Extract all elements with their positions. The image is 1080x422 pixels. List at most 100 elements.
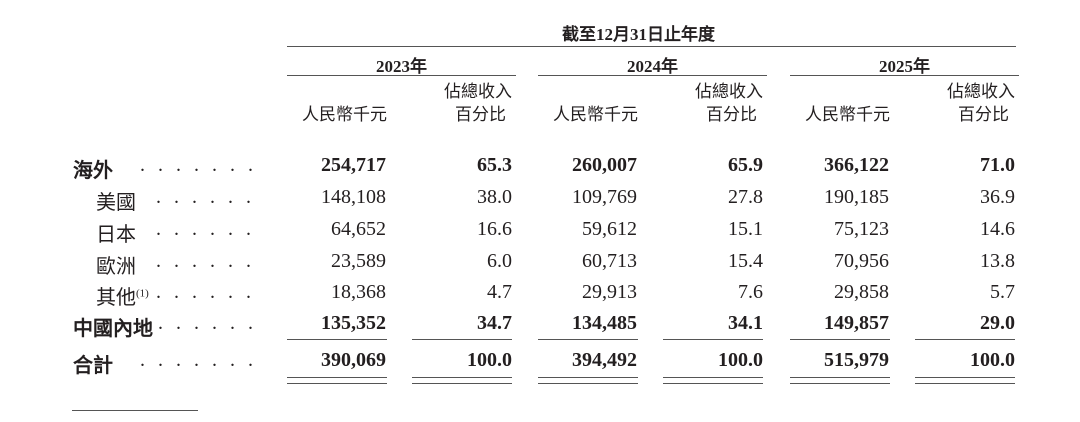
row-label: 日本 — [96, 218, 136, 247]
pct-cell: 7.6 — [738, 281, 763, 303]
row-label-text: 中國內地 — [73, 318, 153, 340]
pct-cell: 71.0 — [980, 154, 1015, 176]
pct-cell: 5.7 — [990, 281, 1015, 303]
pct-col-header-2: 百分比 — [706, 105, 757, 124]
pct-cell: 34.1 — [728, 312, 763, 334]
total-double-rule-top — [663, 377, 763, 378]
amount-cell: 60,713 — [582, 250, 637, 272]
total-double-rule-top — [412, 377, 512, 378]
amount-cell: 515,979 — [824, 349, 889, 371]
amount-cell: 390,069 — [321, 349, 386, 371]
total-double-rule-bottom — [287, 383, 387, 384]
amount-cell: 148,108 — [321, 186, 386, 208]
amount-cell: 394,492 — [572, 349, 637, 371]
pct-cell: 6.0 — [487, 250, 512, 272]
pct-cell: 14.6 — [980, 218, 1015, 240]
footnote-rule — [72, 410, 198, 411]
leader-dots: . . . . . . . . . . . . — [156, 186, 252, 208]
amount-col-header: 人民幣千元 — [302, 105, 387, 124]
row-label: 合計 — [73, 349, 113, 378]
subtotal-rule — [287, 339, 387, 340]
leader-dots: . . . . . . . . . . . . — [140, 349, 252, 371]
pct-cell: 34.7 — [477, 312, 512, 334]
row-label-text: 海外 — [73, 160, 113, 182]
pct-cell: 65.3 — [477, 154, 512, 176]
amount-cell: 70,956 — [834, 250, 889, 272]
pct-cell: 13.8 — [980, 250, 1015, 272]
total-double-rule-bottom — [663, 383, 763, 384]
amount-col-header: 人民幣千元 — [553, 105, 638, 124]
pct-cell: 15.4 — [728, 250, 763, 272]
amount-cell: 149,857 — [824, 312, 889, 334]
amount-cell: 109,769 — [572, 186, 637, 208]
leader-dots: . . . . . . . . . . . . — [140, 154, 252, 176]
amount-cell: 75,123 — [834, 218, 889, 240]
pct-cell: 65.9 — [728, 154, 763, 176]
period-header: 截至12月31日止年度 — [562, 25, 715, 44]
pct-col-header-1: 佔總收入 — [695, 82, 763, 101]
amount-cell: 134,485 — [572, 312, 637, 334]
year-rule — [287, 75, 516, 76]
total-double-rule-top — [538, 377, 638, 378]
total-double-rule-top — [287, 377, 387, 378]
row-label-text: 美國 — [96, 192, 136, 214]
pct-cell: 100.0 — [718, 349, 763, 371]
row-label: 歐洲 — [96, 250, 136, 279]
total-double-rule-top — [915, 377, 1015, 378]
total-double-rule-bottom — [915, 383, 1015, 384]
total-double-rule-bottom — [790, 383, 890, 384]
year-header: 2024年 — [627, 57, 678, 76]
row-label-text: 其他 — [96, 287, 136, 309]
amount-cell: 260,007 — [572, 154, 637, 176]
pct-cell: 36.9 — [980, 186, 1015, 208]
leader-dots: . . . . . . . . . . . . — [156, 218, 252, 240]
amount-cell: 254,717 — [321, 154, 386, 176]
pct-cell: 15.1 — [728, 218, 763, 240]
subtotal-rule — [412, 339, 512, 340]
subtotal-rule — [790, 339, 890, 340]
leader-dots: . . . . . . . . . . . . — [140, 312, 252, 334]
row-label-text: 日本 — [96, 224, 136, 246]
pct-cell: 4.7 — [487, 281, 512, 303]
amount-cell: 23,589 — [331, 250, 386, 272]
amount-cell: 366,122 — [824, 154, 889, 176]
pct-cell: 27.8 — [728, 186, 763, 208]
pct-col-header-2: 百分比 — [455, 105, 506, 124]
year-rule — [538, 75, 767, 76]
pct-cell: 100.0 — [467, 349, 512, 371]
year-header: 2025年 — [879, 57, 930, 76]
row-label: 海外 — [73, 154, 113, 183]
amount-cell: 29,913 — [582, 281, 637, 303]
period-rule — [287, 46, 1016, 47]
row-label-text: 歐洲 — [96, 256, 136, 278]
total-double-rule-bottom — [412, 383, 512, 384]
pct-col-header-1: 佔總收入 — [444, 82, 512, 101]
row-label: 美國 — [96, 186, 136, 215]
amount-col-header: 人民幣千元 — [805, 105, 890, 124]
subtotal-rule — [663, 339, 763, 340]
year-header: 2023年 — [376, 57, 427, 76]
pct-col-header-1: 佔總收入 — [947, 82, 1015, 101]
pct-cell: 100.0 — [970, 349, 1015, 371]
leader-dots: . . . . . . . . . . . . — [156, 281, 252, 303]
amount-cell: 190,185 — [824, 186, 889, 208]
pct-cell: 38.0 — [477, 186, 512, 208]
row-label: 其他(1) — [96, 281, 149, 310]
pct-cell: 29.0 — [980, 312, 1015, 334]
amount-cell: 135,352 — [321, 312, 386, 334]
amount-cell: 64,652 — [331, 218, 386, 240]
footnote-ref: (1) — [136, 287, 149, 300]
pct-col-header-2: 百分比 — [958, 105, 1009, 124]
row-label: 中國內地 — [73, 312, 153, 341]
leader-dots: . . . . . . . . . . . . — [156, 250, 252, 272]
amount-cell: 18,368 — [331, 281, 386, 303]
pct-cell: 16.6 — [477, 218, 512, 240]
total-double-rule-bottom — [538, 383, 638, 384]
subtotal-rule — [915, 339, 1015, 340]
total-double-rule-top — [790, 377, 890, 378]
row-label-text: 合計 — [73, 355, 113, 377]
subtotal-rule — [538, 339, 638, 340]
amount-cell: 29,858 — [834, 281, 889, 303]
amount-cell: 59,612 — [582, 218, 637, 240]
year-rule — [790, 75, 1019, 76]
